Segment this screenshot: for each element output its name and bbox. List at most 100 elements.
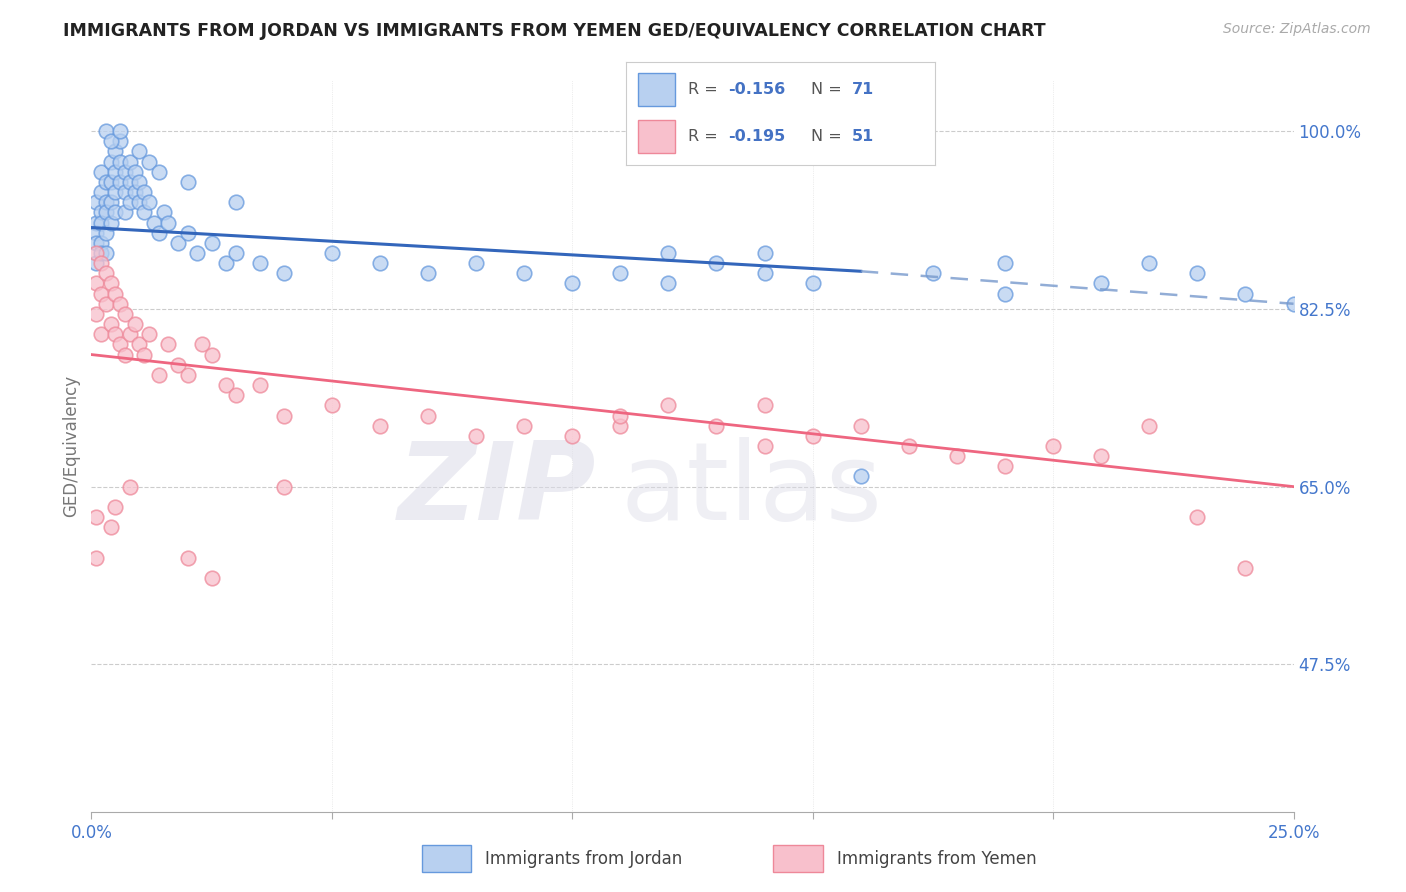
Point bbox=[249, 378, 271, 392]
Text: Immigrants from Jordan: Immigrants from Jordan bbox=[485, 849, 682, 868]
Point bbox=[128, 337, 150, 351]
Point bbox=[754, 266, 776, 280]
Point bbox=[100, 134, 122, 148]
Point bbox=[94, 246, 117, 260]
Point bbox=[148, 368, 170, 382]
Point bbox=[849, 418, 872, 433]
Point bbox=[114, 205, 136, 219]
Bar bbox=[638, 73, 675, 105]
Point bbox=[90, 235, 112, 250]
Text: R =: R = bbox=[688, 128, 723, 144]
Point bbox=[118, 195, 141, 210]
Point bbox=[801, 429, 824, 443]
Point bbox=[176, 368, 198, 382]
Point bbox=[167, 358, 190, 372]
Point bbox=[273, 266, 295, 280]
Point bbox=[368, 418, 391, 433]
Point bbox=[100, 175, 122, 189]
Bar bbox=[638, 120, 675, 153]
Point bbox=[100, 520, 122, 534]
Point bbox=[138, 154, 160, 169]
Text: N =: N = bbox=[811, 128, 848, 144]
Point bbox=[94, 297, 117, 311]
Point bbox=[84, 550, 107, 565]
Point bbox=[104, 205, 127, 219]
Point bbox=[922, 266, 945, 280]
Point bbox=[114, 347, 136, 362]
Point bbox=[368, 256, 391, 270]
Point bbox=[1234, 286, 1257, 301]
Point bbox=[118, 327, 141, 342]
Point bbox=[104, 185, 127, 199]
Point bbox=[273, 480, 295, 494]
Text: -0.195: -0.195 bbox=[728, 128, 785, 144]
Point bbox=[90, 185, 112, 199]
Point bbox=[94, 266, 117, 280]
Point bbox=[124, 317, 146, 331]
Point bbox=[134, 205, 156, 219]
Text: 51: 51 bbox=[852, 128, 873, 144]
Point bbox=[225, 246, 247, 260]
Point bbox=[110, 337, 132, 351]
Point bbox=[118, 480, 141, 494]
Point bbox=[100, 317, 122, 331]
Point bbox=[114, 164, 136, 178]
Point bbox=[201, 347, 224, 362]
Text: atlas: atlas bbox=[620, 437, 883, 543]
Point bbox=[94, 175, 117, 189]
Point bbox=[84, 277, 107, 291]
Point bbox=[609, 418, 631, 433]
Point bbox=[138, 195, 160, 210]
Point bbox=[201, 571, 224, 585]
Point bbox=[134, 347, 156, 362]
Point bbox=[754, 439, 776, 453]
Point bbox=[104, 164, 127, 178]
Point bbox=[110, 297, 132, 311]
Point bbox=[273, 409, 295, 423]
Point bbox=[706, 256, 728, 270]
Point bbox=[128, 145, 150, 159]
Point bbox=[849, 469, 872, 483]
Point bbox=[249, 256, 271, 270]
Text: N =: N = bbox=[811, 81, 848, 96]
Point bbox=[176, 226, 198, 240]
Point bbox=[94, 124, 117, 138]
Point bbox=[157, 215, 180, 229]
Point bbox=[657, 277, 679, 291]
Point bbox=[84, 510, 107, 524]
Point bbox=[124, 185, 146, 199]
Point bbox=[100, 215, 122, 229]
Point bbox=[84, 256, 107, 270]
Point bbox=[148, 164, 170, 178]
Point bbox=[110, 134, 132, 148]
Point bbox=[657, 246, 679, 260]
Point bbox=[128, 175, 150, 189]
Text: Source: ZipAtlas.com: Source: ZipAtlas.com bbox=[1223, 22, 1371, 37]
Point bbox=[110, 124, 132, 138]
Bar bbox=[422, 846, 471, 872]
Point bbox=[416, 266, 439, 280]
Point bbox=[90, 246, 112, 260]
Point bbox=[186, 246, 208, 260]
Point bbox=[104, 327, 127, 342]
Point bbox=[897, 439, 920, 453]
Point bbox=[104, 286, 127, 301]
Point bbox=[90, 327, 112, 342]
Point bbox=[1090, 277, 1112, 291]
Point bbox=[1187, 266, 1209, 280]
Point bbox=[176, 550, 198, 565]
Point bbox=[609, 409, 631, 423]
Point bbox=[90, 164, 112, 178]
Point bbox=[465, 256, 488, 270]
Point bbox=[167, 235, 190, 250]
Point bbox=[104, 145, 127, 159]
Point bbox=[191, 337, 214, 351]
Point bbox=[225, 195, 247, 210]
Point bbox=[994, 459, 1017, 474]
Point bbox=[142, 215, 165, 229]
Point bbox=[118, 175, 141, 189]
Point bbox=[754, 246, 776, 260]
Point bbox=[416, 409, 439, 423]
Point bbox=[561, 429, 583, 443]
Point bbox=[134, 185, 156, 199]
